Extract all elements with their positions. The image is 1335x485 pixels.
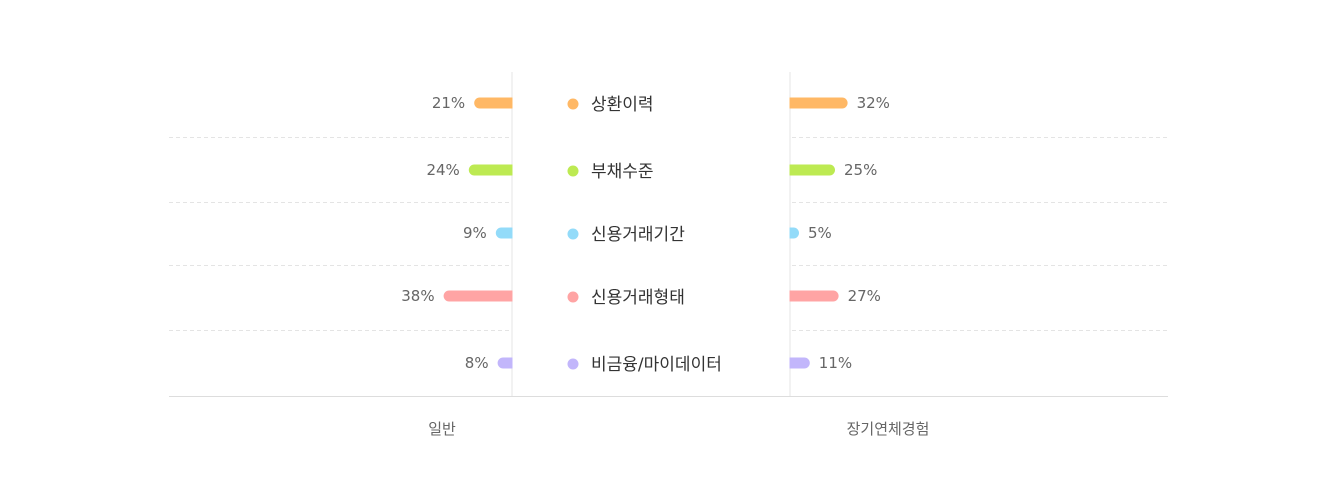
legend-dot	[567, 98, 579, 110]
bar-left	[495, 227, 518, 239]
value-label-left: 24%	[426, 161, 459, 179]
group-label-left: 일반	[428, 420, 456, 438]
value-label-right: 27%	[848, 287, 881, 305]
value-label-left: 38%	[401, 287, 434, 305]
value-label-left: 8%	[465, 354, 489, 372]
right-series-bars: 32% 25% 5% 27% 11%	[512, 72, 890, 396]
bar-right	[784, 357, 810, 369]
category-label: 부채수준	[591, 162, 654, 182]
category-label: 신용거래기간	[591, 225, 685, 245]
bar-right	[784, 97, 848, 109]
bar-right	[784, 164, 835, 176]
center-column-mask	[512, 72, 790, 396]
bar-right	[784, 290, 839, 302]
category-label: 신용거래형태	[591, 288, 685, 308]
category-label: 상환이력	[591, 95, 654, 115]
bar-left	[474, 97, 518, 109]
legend-dot	[567, 228, 579, 240]
value-label-right: 11%	[819, 354, 852, 372]
value-label-right: 25%	[844, 161, 877, 179]
bar-left	[468, 164, 518, 176]
series-group-labels: 일반 장기연체경험	[428, 420, 929, 438]
value-label-right: 32%	[857, 94, 890, 112]
bar-left	[443, 290, 518, 302]
value-label-right: 5%	[808, 224, 832, 242]
value-label-left: 9%	[463, 224, 487, 242]
category-label: 비금융/마이데이터	[591, 355, 722, 375]
legend-dot	[567, 358, 579, 370]
group-label-right: 장기연체경험	[847, 420, 930, 438]
value-label-left: 21%	[432, 94, 465, 112]
legend-dot	[567, 291, 579, 303]
legend-dot	[567, 165, 579, 177]
